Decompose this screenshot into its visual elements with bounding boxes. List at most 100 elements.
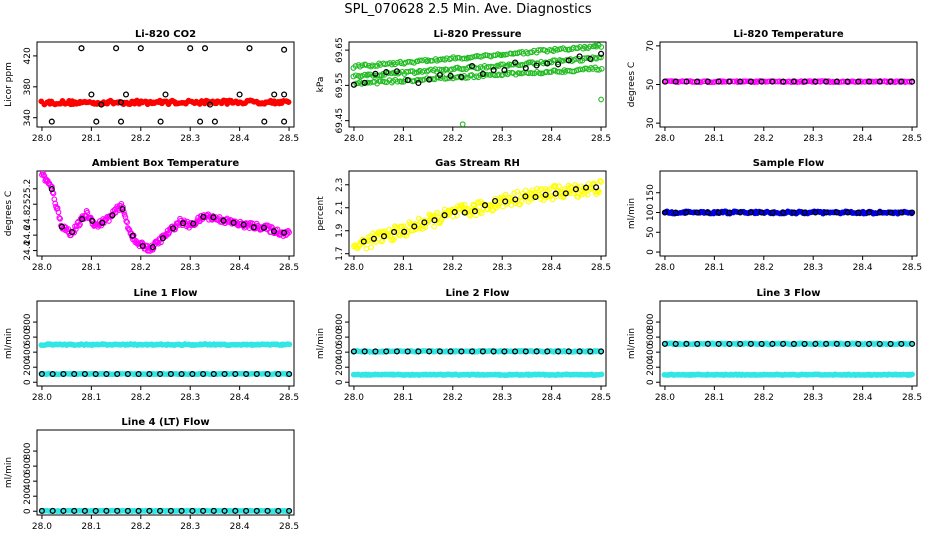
data-point (415, 69, 422, 75)
data-point (187, 45, 194, 52)
data-point (471, 202, 478, 209)
data-point (360, 238, 367, 245)
data-point (350, 81, 357, 88)
data-point (790, 340, 797, 347)
data-point (456, 54, 462, 61)
y-axis-label: degrees C (4, 191, 14, 236)
data-point (197, 118, 204, 125)
data-point (698, 79, 704, 85)
data-point (88, 91, 95, 98)
data-point (522, 348, 529, 355)
data-point (264, 370, 271, 378)
x-tick-label: 28.3 (803, 393, 823, 403)
data-point (60, 507, 67, 514)
y-axis-label: ml/min (4, 457, 14, 488)
data-point (701, 78, 708, 85)
series-2-5-min-ave (48, 186, 288, 251)
data-point (726, 209, 733, 216)
series-2-5-min-ave (661, 340, 916, 347)
data-point (117, 118, 125, 125)
data-point (68, 229, 76, 236)
chart-rh: Gas Stream RH 28.0 28.1 28.2 28.3 28.4 28.5 1.7… (316, 158, 611, 273)
data-point (502, 198, 509, 205)
data-point (509, 197, 516, 203)
data-point (461, 209, 468, 216)
data-point (84, 209, 91, 216)
plot-frame (36, 429, 295, 516)
plot-frame (348, 41, 607, 128)
plot-area (350, 42, 605, 127)
data-point (57, 215, 63, 222)
data-point (572, 186, 579, 193)
data-point (103, 370, 110, 378)
data-point (467, 212, 474, 219)
series-fast-high (38, 341, 293, 349)
data-point (201, 45, 209, 52)
chart-press: Li-820 Pressure 28.0 28.1 28.2 28.3 28.4 28.5 6… (316, 29, 611, 144)
data-point (833, 78, 840, 85)
x-tick-label: 28.1 (81, 263, 101, 273)
data-point (246, 45, 253, 52)
data-point (490, 67, 497, 74)
chart-title: Line 3 Flow (757, 288, 821, 299)
data-point (672, 209, 679, 216)
data-point (715, 340, 722, 347)
chart-title: Li-820 CO2 (135, 29, 196, 40)
data-point (552, 183, 559, 189)
data-point (286, 507, 293, 514)
data-point (391, 236, 397, 242)
x-tick-label: 28.3 (180, 263, 200, 273)
data-point (840, 78, 847, 85)
data-point (236, 91, 243, 98)
data-point (533, 62, 540, 69)
data-point (758, 340, 765, 347)
data-point (585, 45, 592, 51)
data-point (565, 348, 572, 355)
data-point (458, 348, 465, 355)
x-tick-label: 28.2 (443, 263, 463, 273)
y-tick-label: 800 (646, 313, 656, 330)
y-axis-label: ml/min (627, 198, 637, 229)
y-axis-label: kPa (316, 77, 326, 93)
data-point (833, 209, 840, 216)
data-point (458, 73, 465, 81)
data-point (124, 507, 131, 514)
data-point (540, 197, 547, 204)
x-tick-label: 28.2 (131, 522, 151, 532)
data-point (48, 118, 55, 125)
data-point (479, 348, 486, 355)
data-point (113, 45, 120, 52)
data-point (56, 214, 63, 221)
series-fast (662, 78, 915, 86)
data-point (169, 225, 177, 232)
data-point (598, 44, 605, 50)
data-point (359, 62, 366, 69)
data-point (676, 78, 683, 85)
data-point (556, 183, 562, 190)
data-point (221, 370, 228, 378)
data-point (77, 221, 83, 228)
y-tick-label: 69.45 (335, 108, 345, 134)
x-tick-label: 28.5 (591, 263, 611, 273)
x-tick-label: 28.5 (902, 263, 922, 273)
data-point (501, 348, 508, 355)
data-point (461, 55, 468, 62)
data-point (584, 191, 591, 198)
x-tick-label: 28.0 (344, 263, 364, 273)
y-tick-label: 69.65 (335, 37, 345, 63)
data-point (576, 348, 583, 355)
data-point (876, 340, 883, 347)
data-point (469, 62, 476, 70)
data-point (79, 213, 86, 219)
y-tick-label: 1.7 (335, 247, 345, 261)
data-point (372, 348, 379, 355)
data-point (71, 370, 78, 378)
y-axis-label: degrees C (627, 62, 637, 107)
data-point (769, 78, 776, 85)
data-point (715, 78, 722, 85)
x-tick-label: 28.2 (754, 134, 774, 144)
x-tick-label: 28.5 (902, 393, 922, 403)
data-point (52, 200, 59, 207)
data-point (281, 229, 288, 236)
y-tick-label: 24.8 (23, 209, 33, 229)
